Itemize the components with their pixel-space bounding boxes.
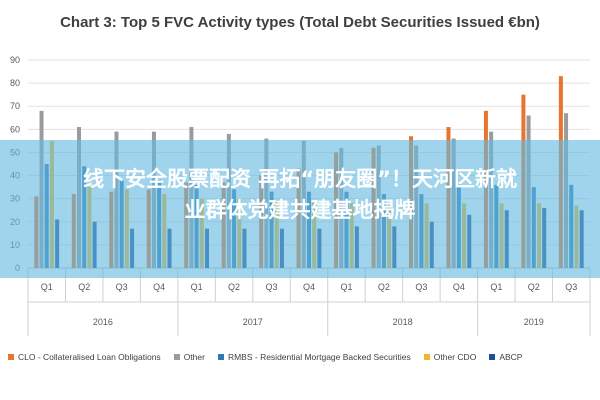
x-tick-label: Q2 — [78, 282, 90, 292]
x-tick-label: Q3 — [266, 282, 278, 292]
legend-label: Other — [183, 352, 205, 362]
legend-label: CLO - Collateralised Loan Obligations — [18, 352, 161, 362]
x-tick-label: Q3 — [116, 282, 128, 292]
x-tick-label: Q4 — [153, 282, 165, 292]
legend-item: CLO - Collateralised Loan Obligations — [8, 352, 161, 362]
year-label: 2019 — [524, 317, 544, 327]
legend-swatch — [217, 354, 224, 360]
chart-legend: CLO - Collateralised Loan Obligations Oth… — [8, 352, 600, 362]
legend-swatch — [423, 354, 430, 360]
x-tick-label: Q1 — [41, 282, 53, 292]
y-tick-label: 80 — [10, 78, 20, 88]
x-tick-label: Q1 — [191, 282, 203, 292]
legend-swatch — [8, 354, 14, 360]
x-tick-label: Q1 — [340, 282, 352, 292]
legend-label: RMBS - Residential Mortgage Backed Secur… — [227, 352, 411, 362]
x-tick-label: Q3 — [565, 282, 577, 292]
x-tick-label: Q2 — [378, 282, 390, 292]
legend-swatch — [489, 354, 496, 360]
year-label: 2016 — [93, 317, 113, 327]
x-tick-label: Q2 — [228, 282, 240, 292]
x-tick-label: Q1 — [490, 282, 502, 292]
banner-headline[interactable]: 线下安全股票配资 再拓“朋友圈”！天河区新就 业群体党建共建基地揭牌 — [0, 164, 600, 226]
x-tick-label: Q2 — [528, 282, 540, 292]
legend-label: Other CDO — [433, 352, 477, 362]
year-label: 2018 — [393, 317, 413, 327]
chart-title: Chart 3: Top 5 FVC Activity types (Total… — [60, 14, 540, 31]
overlay-banner[interactable]: 线下安全股票配资 再拓“朋友圈”！天河区新就 业群体党建共建基地揭牌 — [0, 140, 600, 278]
x-tick-label: Q3 — [415, 282, 427, 292]
legend-item: RMBS - Residential Mortgage Backed Secur… — [217, 352, 411, 362]
legend-item: Other CDO — [423, 352, 477, 362]
banner-headline-line-1: 线下安全股票配资 再拓“朋友圈”！天河区新就 — [83, 167, 517, 191]
legend-item: Other — [173, 352, 205, 362]
legend-item: ABCP — [489, 352, 522, 362]
year-label: 2017 — [243, 317, 263, 327]
y-tick-label: 70 — [10, 101, 20, 111]
legend-label: ABCP — [499, 352, 523, 362]
y-tick-label: 60 — [10, 124, 20, 134]
x-tick-label: Q4 — [303, 282, 315, 292]
x-tick-label: Q4 — [453, 282, 465, 292]
legend-swatch — [173, 354, 180, 360]
y-tick-label: 90 — [10, 55, 20, 65]
banner-headline-line-2: 业群体党建共建基地揭牌 — [184, 198, 416, 222]
